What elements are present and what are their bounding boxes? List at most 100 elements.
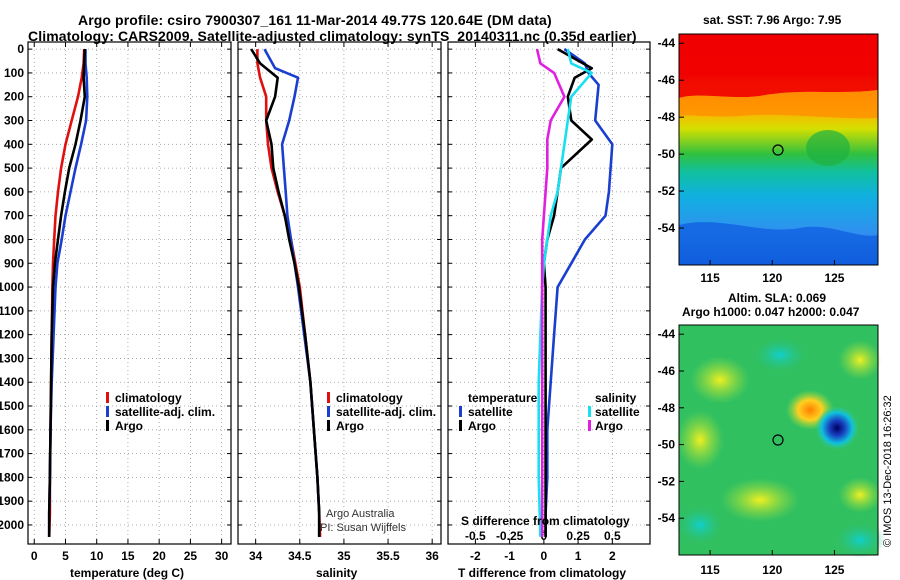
y-tick-label: 200 — [4, 90, 24, 104]
credit-line2: PI: Susan Wijffels — [320, 522, 406, 534]
plot-frame — [237, 41, 442, 545]
legend-swatch-satellite — [327, 406, 330, 417]
y-tick-label: 2000 — [0, 518, 24, 532]
x-tick-label: 0 — [31, 549, 38, 563]
legend-title-temperature: temperature — [468, 391, 538, 405]
legend-swatch-temp-argo — [459, 420, 462, 431]
y-tick-label: 1800 — [0, 470, 24, 484]
y-tick-label: 0 — [17, 42, 24, 56]
x-tick-label: 34.5 — [288, 549, 312, 563]
figure-title-line2: Climatology: CARS2009. Satellite-adjuste… — [28, 28, 637, 44]
legend-swatch-climatology — [106, 392, 109, 403]
y-tick-label: 700 — [4, 209, 24, 223]
sla-map-title: Altim. SLA: 0.069 — [728, 291, 826, 305]
x-tick-label: 5 — [62, 549, 69, 563]
plot-frame — [447, 41, 651, 545]
legend-swatch-argo — [327, 420, 330, 431]
sst-map-axes: 115 120 125 -44 -46 -48 -50 -52 -54 — [658, 36, 845, 285]
y-tick-label: 800 — [4, 232, 24, 246]
x2-tick-label: 0 — [541, 529, 548, 543]
x-tick-label: 25 — [184, 549, 198, 563]
series-line-satellite-adj-clim- — [47, 49, 89, 537]
y-tick-label: -44 — [658, 36, 676, 50]
x-tick-label: -1 — [504, 549, 515, 563]
salinity-legend: climatology satellite-adj. clim. Argo — [327, 391, 436, 433]
y-tick-label: -54 — [658, 221, 676, 235]
series-line-salinity-argo — [535, 48, 566, 537]
y-tick-label: -46 — [658, 73, 676, 87]
temperature-panel: 0100200300400500600700800900100011001200… — [0, 41, 232, 563]
x-tick-label: 125 — [824, 271, 844, 285]
y-tick-label: -48 — [658, 401, 676, 415]
y-tick-label: 1400 — [0, 375, 24, 389]
x-tick-label: 30 — [215, 549, 229, 563]
x-tick-label: -2 — [470, 549, 481, 563]
x-tick-label: 120 — [762, 563, 782, 577]
sla-float-marker — [772, 434, 784, 446]
salinity-panel: 34 34.5 35 35.5 36 — [237, 41, 442, 563]
sst-warm-front — [679, 34, 878, 98]
difference-panel: -2 -1 0 1 2 -0.5 -0.25 0 0.25 0.5 — [447, 41, 651, 563]
legend-swatch-sal-argo — [588, 420, 591, 431]
s-difference-axis-label: S difference from climatology — [461, 514, 630, 528]
legend-swatch-sal-satellite — [588, 406, 591, 417]
y-tick-label: -48 — [658, 110, 676, 124]
y-tick-label: 900 — [4, 256, 24, 270]
series-line-argo — [250, 48, 321, 537]
legend-label-argo: Argo — [336, 419, 364, 433]
sla-map-frame — [678, 324, 879, 556]
series-line-satellite-adj-clim- — [263, 48, 321, 537]
sla-blob — [838, 477, 882, 513]
difference-legend: temperature satellite Argo salinity sate… — [459, 391, 640, 433]
sla-map — [676, 324, 886, 558]
figure-title-line1: Argo profile: csiro 7900307_161 11-Mar-2… — [78, 12, 552, 28]
sla-blob — [676, 410, 724, 470]
y-tick-label: 1100 — [0, 304, 24, 318]
legend-label-temp-argo: Argo — [468, 419, 496, 433]
x-tick-label: 115 — [700, 271, 720, 285]
y-tick-label: -44 — [658, 327, 676, 341]
sst-green-eddy — [806, 130, 850, 166]
sst-cold-south — [679, 222, 878, 265]
legend-label-satellite: satellite-adj. clim. — [336, 405, 436, 419]
y-tick-label: 400 — [4, 137, 24, 151]
series-line-temperature-satellite — [544, 48, 614, 537]
x-tick-label: 36 — [425, 549, 439, 563]
x2-tick-label: -0.5 — [465, 529, 486, 543]
sst-map — [678, 33, 879, 266]
y-tick-label: 600 — [4, 185, 24, 199]
y-tick-label: -54 — [658, 511, 676, 525]
x2-tick-label: 0.5 — [604, 529, 621, 543]
legend-label-temp-satellite: satellite — [468, 405, 513, 419]
x-tick-label: 2 — [609, 549, 616, 563]
y-tick-label: 1900 — [0, 494, 24, 508]
legend-swatch-argo — [106, 420, 109, 431]
y-tick-label: 1700 — [0, 447, 24, 461]
legend-label-satellite: satellite-adj. clim. — [115, 405, 215, 419]
series-line-salinity-satellite — [537, 48, 594, 537]
sla-blob — [752, 337, 808, 373]
y-tick-label: 1200 — [0, 328, 24, 342]
legend-swatch-satellite — [106, 406, 109, 417]
x-tick-label: 20 — [152, 549, 166, 563]
x-tick-label: 10 — [90, 549, 104, 563]
y-tick-label: -52 — [658, 474, 676, 488]
temperature-legend: climatology satellite-adj. clim. Argo — [106, 391, 215, 433]
y-tick-label: -50 — [658, 147, 676, 161]
sla-map-axes: 115 120 125 -44 -46 -48 -50 -52 -54 — [658, 327, 845, 577]
legend-swatch-climatology — [327, 392, 330, 403]
y-tick-label: -52 — [658, 184, 676, 198]
x-tick-label: 0 — [541, 549, 548, 563]
sst-float-marker — [772, 144, 784, 156]
x-tick-label: 1 — [575, 549, 582, 563]
x-tick-label: 35.5 — [376, 549, 400, 563]
sst-map-frame — [678, 33, 879, 266]
legend-label-sal-argo: Argo — [595, 419, 623, 433]
plot-frame — [27, 41, 232, 545]
y-tick-label: 1600 — [0, 423, 24, 437]
x-tick-label: 115 — [700, 563, 720, 577]
series-line-temperature-argo — [542, 47, 594, 537]
x-tick-label: 34 — [249, 549, 263, 563]
salinity-axis-label: salinity — [316, 566, 358, 580]
